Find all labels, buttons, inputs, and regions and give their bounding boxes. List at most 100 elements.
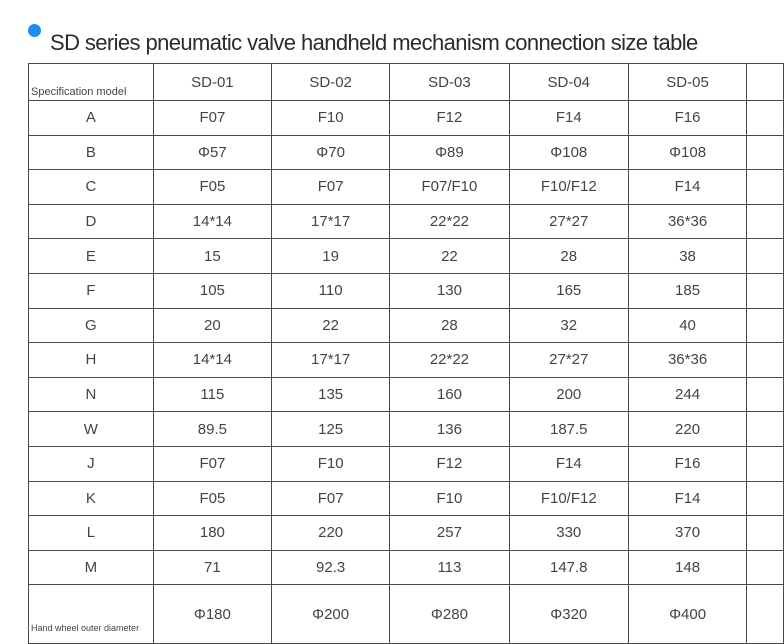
table-cell: 147.8 [508,549,629,586]
table-cell: Φ200 [270,584,391,644]
table-cell: 38 [627,238,748,274]
table-cell: F16 [627,100,748,136]
empty-cell [746,238,784,274]
row-label: Hand wheel outer diameter [28,584,154,644]
table-row: A F07 F10 F12 F14 F16 [28,100,784,136]
table-cell: F12 [389,445,510,482]
table-row: J F07 F10 F12 F14 F16 [28,445,784,482]
table-row: F 105 110 130 165 185 [28,272,784,309]
table-cell: 187.5 [508,411,629,447]
table-cell: 28 [389,307,510,344]
row-label: K [28,480,154,517]
table-title: SD series pneumatic valve handheld mecha… [28,22,784,62]
empty-cell [746,272,784,309]
table-cell: Φ280 [389,584,510,644]
table-cell: 14*14 [152,203,273,240]
model-header: SD-01 [152,63,273,101]
table-cell: 27*27 [508,342,629,378]
table-cell: 89.5 [152,411,273,447]
table-cell: F14 [508,445,629,482]
table-cell: 125 [270,411,391,447]
row-label: H [28,342,154,378]
row-label: E [28,238,154,274]
table-cell: 28 [508,238,629,274]
table-cell: 244 [627,376,748,413]
table-cell: Φ320 [508,584,629,644]
table-cell: F07/F10 [389,169,510,205]
row-label: W [28,411,154,447]
row-label: M [28,549,154,586]
size-table: Specification model SD-01 SD-02 SD-03 SD… [28,63,784,644]
table-cell: Φ108 [627,134,748,171]
table-cell: 20 [152,307,273,344]
table-cell: Φ57 [152,134,273,171]
empty-cell [746,342,784,378]
table-cell: 92.3 [270,549,391,586]
table-cell: 22 [270,307,391,344]
model-header: SD-03 [389,63,510,101]
table-cell: F07 [152,445,273,482]
table-row: Hand wheel outer diameter Φ180 Φ200 Φ280 Φ32… [28,584,784,644]
table-cell: 136 [389,411,510,447]
table-cell: 19 [270,238,391,274]
table-cell: 36*36 [627,203,748,240]
empty-cell [746,203,784,240]
empty-cell [746,549,784,586]
table-row: B Φ57 Φ70 Φ89 Φ108 Φ108 [28,134,784,171]
row-label: L [28,515,154,551]
row-label: F [28,272,154,309]
empty-cell [746,134,784,171]
table-cell: 32 [508,307,629,344]
table-cell: F10 [270,100,391,136]
empty-cell [746,63,784,101]
table-cell: 22*22 [389,203,510,240]
table-cell: 14*14 [152,342,273,378]
table-cell: 135 [270,376,391,413]
table-row: N 115 135 160 200 244 [28,376,784,413]
table-cell: 22*22 [389,342,510,378]
model-header: SD-02 [270,63,391,101]
table-row: E 15 19 22 28 38 [28,238,784,274]
page-title: SD series pneumatic valve handheld mecha… [50,30,698,55]
table-cell: 40 [627,307,748,344]
table-row: L 180 220 257 330 370 [28,515,784,551]
empty-cell [746,411,784,447]
table-cell: Φ89 [389,134,510,171]
table-cell: F14 [508,100,629,136]
table-cell: F10/F12 [508,480,629,517]
table-cell: 148 [627,549,748,586]
row-label: C [28,169,154,205]
empty-cell [746,445,784,482]
table-cell: 17*17 [270,342,391,378]
empty-cell [746,480,784,517]
table-cell: 17*17 [270,203,391,240]
table-row: M 71 92.3 113 147.8 148 [28,549,784,586]
table-row: G 20 22 28 32 40 [28,307,784,344]
table-cell: F05 [152,169,273,205]
empty-cell [746,100,784,136]
table-cell: 36*36 [627,342,748,378]
empty-cell [746,584,784,644]
row-label: J [28,445,154,482]
row-label: B [28,134,154,171]
table-row: K F05 F07 F10 F10/F12 F14 [28,480,784,517]
row-label: D [28,203,154,240]
model-header: SD-04 [508,63,629,101]
table-cell: F10 [389,480,510,517]
table-cell: 330 [508,515,629,551]
table-cell: 220 [627,411,748,447]
empty-cell [746,307,784,344]
empty-cell [746,515,784,551]
header-row: Specification model SD-01 SD-02 SD-03 SD… [28,63,784,101]
table-cell: 27*27 [508,203,629,240]
table-cell: Φ180 [152,584,273,644]
empty-cell [746,376,784,413]
table-cell: F07 [270,169,391,205]
row-label: G [28,307,154,344]
table-cell: 130 [389,272,510,309]
row-label: N [28,376,154,413]
table-cell: F05 [152,480,273,517]
table-cell: 160 [389,376,510,413]
table-cell: 370 [627,515,748,551]
table-cell: F07 [270,480,391,517]
